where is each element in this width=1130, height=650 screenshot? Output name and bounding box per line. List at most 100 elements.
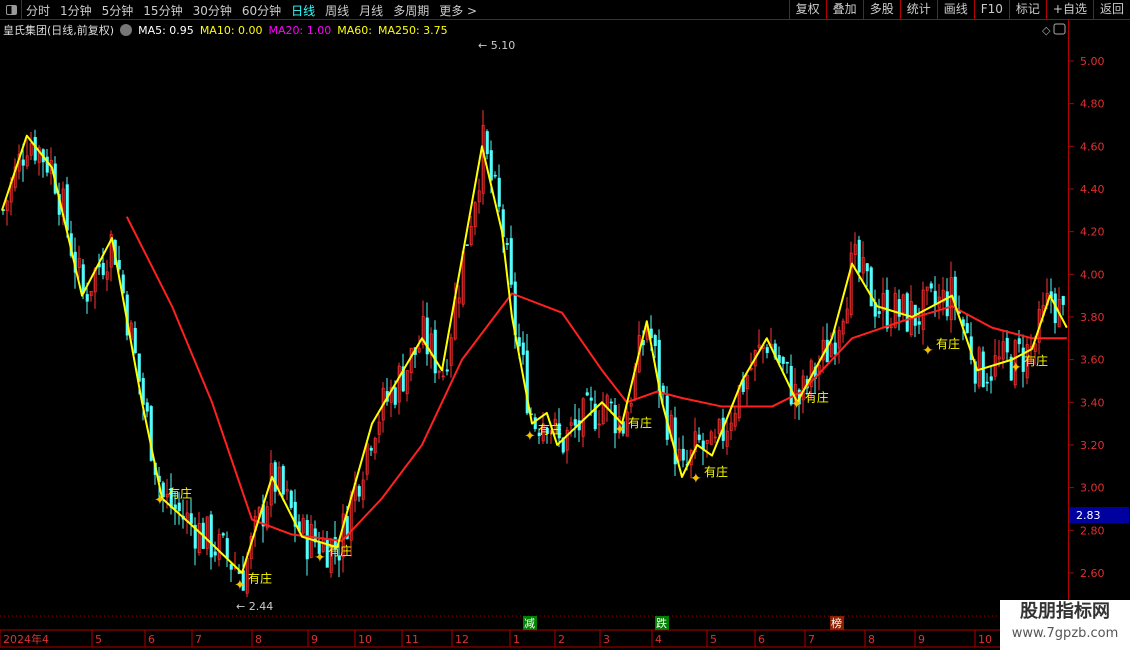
candle-body: [89, 290, 93, 296]
candle-body: [977, 347, 981, 387]
period-tab[interactable]: 日线: [291, 4, 316, 18]
period-tab[interactable]: 多周期: [393, 4, 430, 18]
candle-body: [5, 200, 9, 211]
price-axis-line: [1068, 20, 1069, 630]
period-tab[interactable]: 月线: [359, 4, 384, 18]
candle-body: [265, 506, 269, 529]
x-tick-label: 8: [868, 633, 875, 646]
candle-body: [941, 289, 945, 303]
candle-body: [557, 423, 561, 439]
candle-body: [229, 564, 233, 570]
toolbar-button[interactable]: 统计: [899, 0, 937, 20]
candle-body: [725, 430, 729, 447]
period-tab[interactable]: 60分钟: [241, 4, 282, 18]
candle-body: [525, 350, 529, 414]
period-tab[interactable]: 5分钟: [101, 4, 134, 18]
toolbar-button[interactable]: 叠加: [825, 0, 863, 20]
period-tab[interactable]: 更多 >: [439, 4, 478, 18]
butterfly-icon: ✦: [791, 396, 803, 412]
candle-body: [697, 434, 701, 441]
candle-body: [465, 244, 469, 246]
candle-body: [1017, 338, 1021, 345]
panel-icon: [6, 5, 17, 15]
candle-body: [705, 440, 709, 444]
event-marker: [830, 616, 844, 630]
ma60-value: MA60:: [337, 23, 372, 37]
toolbar-button[interactable]: 多股: [862, 0, 900, 20]
candle-body: [925, 286, 929, 291]
candle-body: [493, 174, 497, 177]
candle-body: [593, 403, 597, 430]
candle-body: [1025, 344, 1029, 379]
high-price-label: ← 5.10: [478, 39, 515, 52]
candle-body: [445, 369, 449, 372]
candle-body: [717, 419, 721, 434]
candle-body: [473, 202, 477, 227]
candle-body: [25, 155, 29, 167]
candle-body: [313, 528, 317, 543]
toolbar-button[interactable]: 标记: [1008, 0, 1046, 20]
candle-body: [345, 516, 349, 539]
y-tick-label: 3.60: [1080, 354, 1105, 367]
ma250-value: MA250: 3.75: [377, 23, 448, 37]
toolbar-button[interactable]: +自选: [1045, 0, 1093, 20]
period-tab[interactable]: 1分钟: [60, 4, 92, 18]
watermark-line1: 股朋指标网: [1020, 601, 1110, 622]
candle-body: [929, 283, 933, 289]
toolbar-button[interactable]: 画线: [936, 0, 974, 20]
period-tab[interactable]: 30分钟: [192, 4, 232, 18]
candle-body: [997, 356, 1001, 360]
candle-body: [845, 308, 849, 324]
candle-body: [449, 337, 453, 366]
candle-body: [677, 448, 681, 462]
candle-body: [653, 335, 657, 347]
period-tab[interactable]: 分时: [26, 4, 51, 18]
butterfly-icon: ✦: [922, 343, 934, 359]
toolbar-button[interactable]: F10: [973, 0, 1009, 20]
y-tick-label: 2.60: [1080, 567, 1105, 580]
butterfly-icon: ✦: [690, 471, 702, 487]
dropdown-icon[interactable]: [120, 24, 133, 36]
watermark: 股朋指标网 www.7gpzb.com: [1000, 600, 1130, 650]
candle-body: [189, 513, 193, 524]
event-marker: [523, 616, 537, 630]
candle-body: [121, 274, 125, 294]
panel-toggle-button[interactable]: [0, 0, 22, 20]
candle-body: [281, 466, 285, 495]
candle-body: [357, 486, 361, 497]
candle-body: [133, 327, 137, 353]
x-tick-label: 6: [758, 633, 765, 646]
annotation-label: 有庄: [936, 336, 960, 351]
candle-body: [29, 143, 33, 156]
candle-body: [629, 403, 633, 407]
candle-body: [1009, 356, 1013, 381]
candle-body: [673, 417, 677, 465]
annotation-label: 有庄: [1024, 353, 1048, 368]
candle-body: [837, 330, 841, 349]
x-tick-label: 8: [255, 633, 262, 646]
candle-body: [729, 422, 733, 431]
candle-body: [521, 342, 525, 355]
toolbar-button[interactable]: 返回: [1092, 0, 1130, 20]
x-tick-label: 11: [405, 633, 419, 646]
period-tab[interactable]: 周线: [325, 4, 350, 18]
candle-body: [861, 257, 865, 274]
butterfly-icon: ✦: [614, 422, 626, 438]
toolbar-button[interactable]: 复权: [788, 0, 826, 20]
candle-body: [689, 450, 693, 466]
candle-body: [77, 258, 81, 268]
candle-body: [989, 376, 993, 381]
ma5-value: MA5: 0.95: [138, 23, 194, 37]
candle-body: [569, 422, 573, 426]
candle-body: [149, 406, 153, 461]
annotation-label: 有庄: [328, 543, 352, 558]
candle-body: [713, 436, 717, 439]
candle-body: [213, 551, 217, 556]
candle-body: [81, 264, 85, 294]
candle-body: [457, 297, 461, 304]
y-tick-label: 2.80: [1080, 524, 1105, 537]
candle-body: [893, 292, 897, 328]
period-tab[interactable]: 15分钟: [143, 4, 183, 18]
candle-body: [985, 381, 989, 384]
